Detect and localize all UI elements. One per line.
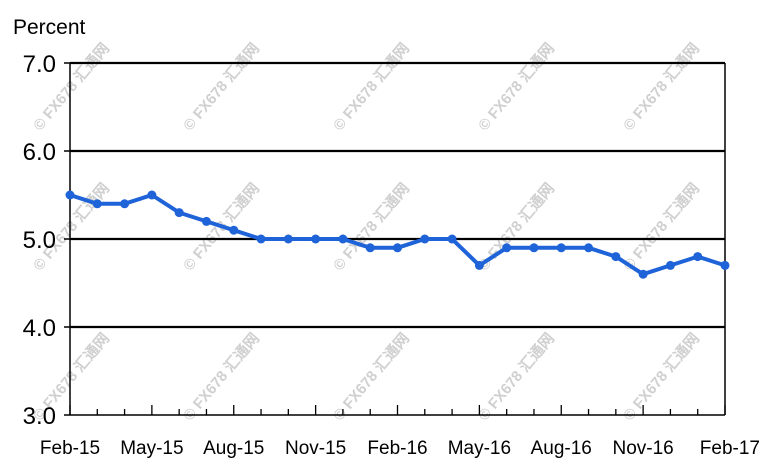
data-point [338, 234, 348, 244]
series-layer [65, 190, 730, 279]
data-point [474, 260, 484, 270]
y-axis-label: Percent [13, 16, 86, 39]
watermark-text: © FX678 汇通网 [180, 330, 263, 424]
data-point [283, 234, 293, 244]
data-point [311, 234, 321, 244]
data-point [665, 260, 675, 270]
x-tick-label: Aug-15 [203, 438, 264, 459]
watermark-text: © FX678 汇通网 [620, 330, 703, 424]
watermark-text: © FX678 汇通网 [330, 40, 413, 134]
x-tick-label: Feb-15 [40, 438, 100, 459]
data-point [584, 243, 594, 253]
data-point [92, 199, 102, 209]
data-point [556, 243, 566, 253]
data-point [447, 234, 457, 244]
x-tick-label: May-15 [120, 438, 183, 459]
y-tick-label: 6.0 [23, 139, 56, 166]
gridlines [70, 61, 725, 329]
x-tick-label: Feb-17 [700, 438, 760, 459]
x-tick-label: Nov-15 [285, 438, 346, 459]
data-point [420, 234, 430, 244]
y-tick-labels: 3.0 4.0 5.0 6.0 7.0 [23, 51, 56, 430]
data-point [174, 208, 184, 218]
x-tick-labels: Feb-15 May-15 Aug-15 Nov-15 Feb-16 May-16 Aug-… [40, 438, 760, 459]
watermark-text: © FX678 汇通网 [180, 40, 263, 134]
data-point [502, 243, 512, 253]
x-tick-label: Nov-16 [613, 438, 674, 459]
data-point [529, 243, 539, 253]
data-point [638, 269, 648, 279]
y-tick-label: 4.0 [23, 315, 56, 342]
data-point [147, 190, 157, 200]
watermark-text: © FX678 汇通网 [330, 180, 413, 274]
axes [64, 62, 726, 416]
data-point [201, 216, 211, 226]
y-tick-label: 3.0 [23, 403, 56, 430]
x-tick-label: Aug-16 [531, 438, 592, 459]
data-point [256, 234, 266, 244]
watermark-text: © FX678 汇通网 [475, 40, 558, 134]
watermark-text: © FX678 汇通网 [620, 40, 703, 134]
x-tick-label: Feb-16 [367, 438, 427, 459]
y-tick-label: 7.0 [23, 51, 56, 78]
data-point [720, 260, 730, 270]
data-point [393, 243, 402, 253]
data-point [611, 252, 621, 262]
watermark-text: © FX678 汇通网 [475, 330, 558, 424]
data-point [229, 225, 239, 235]
data-point [693, 252, 703, 262]
data-point [365, 243, 375, 253]
watermark-layer: © FX678 汇通网 © FX678 汇通网 © FX678 汇通网 © FX678… [30, 40, 703, 424]
y-tick-label: 5.0 [23, 227, 56, 254]
x-tick-label: May-16 [448, 438, 511, 459]
data-point [120, 199, 130, 209]
data-point [65, 190, 75, 200]
